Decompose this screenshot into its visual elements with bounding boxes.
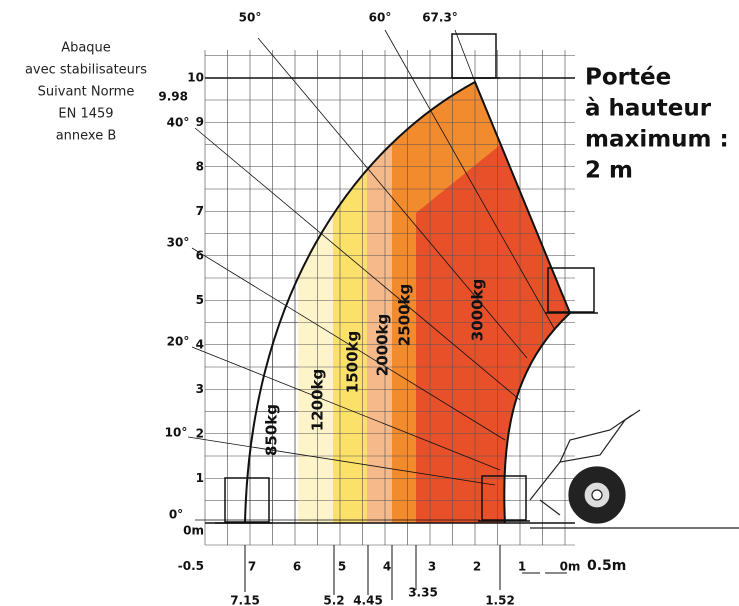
x-label: 6 <box>293 560 301 574</box>
y-label: 1 <box>196 471 204 485</box>
y-label: 4 <box>196 338 204 352</box>
x-label: 0m <box>560 560 581 574</box>
reach-mark: 3.35 <box>408 586 438 600</box>
title: maximum : <box>585 127 729 153</box>
scale-label: 0.5m <box>587 558 626 574</box>
note: annexe B <box>56 129 117 144</box>
reach-mark: 7.15 <box>230 594 260 606</box>
zone-label: 1500kg <box>344 331 362 393</box>
y-label: 9 <box>196 115 204 129</box>
reach-mark: 5.2 <box>323 594 344 606</box>
angle-label: 10° <box>165 426 188 440</box>
angle-label: 20° <box>167 335 190 349</box>
title: Portée <box>585 65 671 91</box>
zone-label: 3000kg <box>469 279 487 341</box>
note: Abaque <box>61 41 111 56</box>
note: EN 1459 <box>58 107 113 122</box>
y-label: 7 <box>196 204 204 218</box>
x-label: 7 <box>248 560 256 574</box>
reach-mark: 4.45 <box>353 594 383 606</box>
y-label: 6 <box>196 249 204 263</box>
title: 2 m <box>585 158 633 184</box>
y-label: -0.5 <box>178 559 204 573</box>
angle-line <box>455 30 475 82</box>
angle-label: 40° <box>167 116 190 130</box>
x-label: 5 <box>338 560 346 574</box>
x-label: 2 <box>473 560 481 574</box>
load-chart: Abaque avec stabilisateurs Suivant Norme EN… <box>0 0 739 606</box>
angle-label: 0° <box>169 508 183 522</box>
x-label: 3 <box>428 560 436 574</box>
title: à hauteur <box>585 96 712 122</box>
y-label: 0m <box>183 524 204 538</box>
y-label: 3 <box>196 382 204 396</box>
note: avec stabilisateurs <box>25 63 147 78</box>
y-label: 2 <box>196 427 204 441</box>
angle-label: 67.3° <box>422 11 458 25</box>
angle-label: 60° <box>369 11 392 25</box>
y-label: 10 <box>187 71 204 85</box>
y-label: 8 <box>196 160 204 174</box>
zone-label: 1200kg <box>309 369 327 431</box>
reach-mark: 1.52 <box>485 594 515 606</box>
x-label: 4 <box>383 560 391 574</box>
zone-label: 850kg <box>263 404 281 456</box>
angle-label: 50° <box>239 11 262 25</box>
y-label: 5 <box>196 293 204 307</box>
angle-label: 30° <box>167 236 190 250</box>
zone-label: 2000kg <box>374 314 392 376</box>
x-label: 1 <box>518 560 526 574</box>
note: Suivant Norme <box>38 85 135 100</box>
zone-label: 2500kg <box>396 284 414 346</box>
max-height: 9.98 <box>158 90 188 104</box>
zone-3000 <box>416 145 600 530</box>
machine <box>530 410 739 528</box>
